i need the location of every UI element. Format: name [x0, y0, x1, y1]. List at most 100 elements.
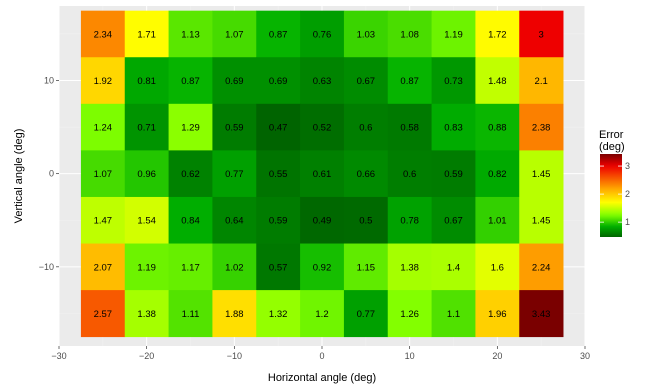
cell-value-label: 0.6 [359, 123, 372, 134]
cell-value-label: 1.96 [488, 309, 507, 320]
cell-value-label: 1.15 [357, 262, 376, 273]
cell-value-label: 1.13 [181, 29, 200, 40]
heatmap-cell [343, 290, 389, 338]
cell-value-label: 1.1 [447, 309, 460, 320]
cell-value-label: 0.62 [181, 169, 200, 180]
heatmap-cell [519, 103, 564, 151]
cell-value-label: 0.47 [269, 123, 288, 134]
heatmap-cell [387, 103, 432, 151]
cell-value-label: 1.47 [94, 216, 113, 227]
cell-value-label: 1.48 [488, 76, 507, 87]
cell-value-label: 1.88 [225, 309, 244, 320]
cell-value-label: 1.17 [181, 262, 200, 273]
heatmap-cell [431, 57, 476, 105]
heatmap-cell [212, 243, 257, 291]
cell-value-label: 0.5 [359, 216, 372, 227]
x-tick-label: 20 [492, 351, 502, 361]
cell-value-label: 1.07 [94, 169, 113, 180]
cell-value-label: 1.02 [225, 262, 244, 273]
cell-value-label: 1.24 [94, 123, 113, 134]
heatmap-cell [168, 243, 213, 291]
heatmap-cell [300, 57, 345, 105]
x-tick-label: −20 [139, 351, 154, 361]
heatmap-cell [256, 150, 301, 198]
cell-value-label: 0.61 [313, 169, 332, 180]
cell-value-label: 1.45 [532, 216, 551, 227]
cell-value-label: 1.32 [269, 309, 288, 320]
heatmap-cell [168, 103, 213, 151]
cell-value-label: 1.6 [491, 262, 504, 273]
heatmap-cell [387, 10, 432, 58]
heatmap-cell [212, 290, 257, 338]
cell-value-label: 3 [539, 29, 544, 40]
legend-tick-label: 3 [625, 161, 630, 171]
heatmap-cell [256, 196, 301, 244]
heatmap-cell [475, 290, 520, 338]
cell-value-label: 1.54 [137, 216, 156, 227]
cell-value-label: 1.19 [137, 262, 156, 273]
cell-value-label: 0.49 [313, 216, 332, 227]
cell-value-label: 0.58 [400, 123, 419, 134]
heatmap-cell [431, 243, 476, 291]
heatmap-cell [300, 10, 345, 58]
heatmap-cell [475, 150, 520, 198]
cell-value-label: 0.69 [225, 76, 244, 87]
heatmap-cell [256, 103, 301, 151]
heatmap-cell [519, 196, 564, 244]
cell-value-label: 1.01 [488, 216, 507, 227]
x-axis-title: Horizontal angle (deg) [268, 372, 376, 384]
heatmap-cell [387, 150, 432, 198]
heatmap-cell [80, 290, 126, 338]
cell-value-label: 1.71 [137, 29, 156, 40]
heatmap-cell [124, 10, 169, 58]
heatmap-cell [300, 150, 345, 198]
x-tick-label: 0 [319, 351, 324, 361]
cell-value-label: 0.87 [400, 76, 419, 87]
heatmap-cell [212, 10, 257, 58]
heatmap-cell [80, 103, 126, 151]
cell-value-label: 2.24 [532, 262, 551, 273]
cell-value-label: 2.1 [535, 76, 548, 87]
legend-colorbar [600, 154, 622, 237]
cell-value-label: 1.45 [532, 169, 551, 180]
heatmap-cell [300, 196, 345, 244]
x-tick-label: −30 [51, 351, 66, 361]
heatmap-cell [168, 150, 213, 198]
heatmap-cell [80, 150, 126, 198]
heatmap-cell [431, 196, 476, 244]
heatmap-cell [300, 243, 345, 291]
cell-value-label: 3.43 [532, 309, 551, 320]
heatmap-cell [124, 243, 169, 291]
heatmap-cell [519, 290, 564, 338]
cell-value-label: 1.07 [225, 29, 244, 40]
heatmap-cell [168, 10, 213, 58]
heatmap-cell [124, 196, 169, 244]
heatmap-cell [431, 10, 476, 58]
heatmap-cell [343, 10, 389, 58]
x-tick-label: −10 [227, 351, 242, 361]
heatmap-cell [431, 290, 476, 338]
cell-value-label: 0.83 [444, 123, 463, 134]
cell-value-label: 1.08 [400, 29, 419, 40]
cell-value-label: 1.72 [488, 29, 507, 40]
legend-title-line-1: Error [599, 129, 624, 141]
cell-value-label: 0.71 [137, 123, 156, 134]
heatmap-cell [343, 103, 389, 151]
heatmap-cell [124, 103, 169, 151]
cell-value-label: 0.66 [357, 169, 376, 180]
cell-value-label: 0.96 [137, 169, 156, 180]
heatmap-cell [387, 243, 432, 291]
x-tick-label: 30 [580, 351, 590, 361]
cell-value-label: 1.38 [137, 309, 156, 320]
heatmap-cell [256, 243, 301, 291]
heatmap-cell [343, 57, 389, 105]
cell-value-label: 1.11 [182, 309, 200, 320]
cell-value-label: 2.57 [94, 309, 113, 320]
cell-value-label: 0.82 [488, 169, 507, 180]
cell-value-label: 0.59 [225, 123, 244, 134]
cell-value-label: 0.52 [313, 123, 332, 134]
cell-value-label: 2.07 [94, 262, 113, 273]
cell-value-label: 1.92 [94, 76, 113, 87]
cell-value-label: 2.34 [94, 29, 113, 40]
cell-value-label: 1.19 [444, 29, 463, 40]
